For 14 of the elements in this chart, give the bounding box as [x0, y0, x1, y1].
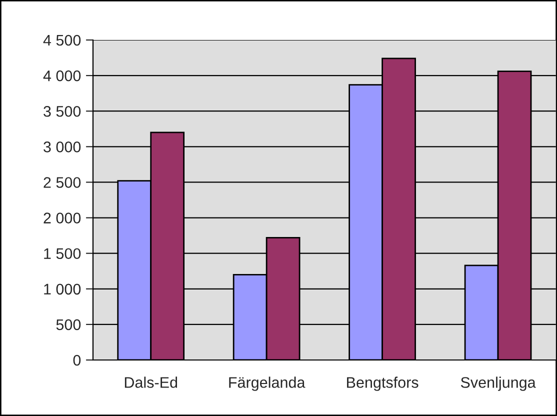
y-tick-label: 2 000 [44, 212, 81, 224]
y-tick-label: 4 000 [43, 70, 81, 82]
x-tick-label: Dals-Ed [124, 376, 178, 388]
x-tick-label: Färgelanda [229, 376, 306, 391]
y-tick-label: 2 500 [44, 177, 81, 188]
x-tick-label: Bengtsfors [347, 376, 418, 391]
y-tick-label: 3 000 [44, 142, 81, 152]
y-tick-label: 4 500 [43, 34, 81, 46]
y-tick-label: 1 500 [44, 248, 81, 260]
y-tick-label: 0 [73, 354, 81, 366]
x-tick-label: Svenljunga [460, 376, 536, 391]
y-tick-label: 1 000 [44, 284, 81, 295]
y-tick-label: 500 [56, 319, 81, 330]
y-tick-label: 3 500 [44, 106, 81, 117]
